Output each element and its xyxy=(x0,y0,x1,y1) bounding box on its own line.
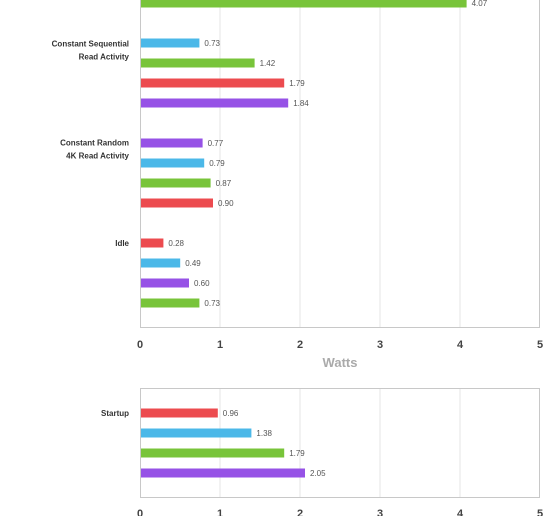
bar xyxy=(141,408,218,418)
x-axis-title: Watts xyxy=(323,355,358,370)
bar xyxy=(141,468,305,478)
data-label: 0.77 xyxy=(208,139,224,148)
category-label: Startup xyxy=(101,409,129,418)
x-tick-label: 1 xyxy=(217,339,223,351)
bar xyxy=(141,178,211,188)
data-label: 0.96 xyxy=(223,409,239,418)
bar xyxy=(141,238,164,248)
data-label: 0.87 xyxy=(216,179,232,188)
data-label: 1.79 xyxy=(289,449,305,458)
x-tick-label: 4 xyxy=(457,508,464,516)
x-tick-label: 5 xyxy=(537,339,543,351)
data-label: 1.79 xyxy=(289,79,305,88)
data-label: 0.28 xyxy=(168,239,184,248)
data-label: 0.73 xyxy=(204,39,220,48)
data-label: 0.49 xyxy=(185,259,201,268)
category-label: Read Activity xyxy=(79,53,130,62)
category-label: Constant Random xyxy=(60,139,129,148)
x-tick-label: 2 xyxy=(297,508,303,516)
x-tick-label: 1 xyxy=(217,508,223,516)
data-label: 2.05 xyxy=(310,469,326,478)
x-tick-label: 0 xyxy=(137,339,143,351)
x-tick-label: 2 xyxy=(297,339,303,351)
data-label: 4.07 xyxy=(472,0,488,8)
data-label: 1.42 xyxy=(260,59,276,68)
bar xyxy=(141,58,255,68)
data-label: 0.79 xyxy=(209,159,225,168)
plot-frame xyxy=(140,388,540,498)
plot-frame xyxy=(140,0,540,328)
x-tick-label: 5 xyxy=(537,508,543,516)
x-tick-label: 0 xyxy=(137,508,143,516)
bar xyxy=(141,198,213,208)
bar xyxy=(141,298,200,308)
data-label: 1.38 xyxy=(256,429,272,438)
category-label: Idle xyxy=(115,239,129,248)
bar xyxy=(141,448,285,458)
bar xyxy=(141,0,467,8)
bar xyxy=(141,138,203,148)
bar xyxy=(141,278,189,288)
data-label: 0.60 xyxy=(194,279,210,288)
category-label: Constant Sequential xyxy=(52,40,129,49)
data-label: 0.90 xyxy=(218,199,234,208)
x-tick-label: 3 xyxy=(377,339,383,351)
data-label: 1.84 xyxy=(293,99,309,108)
bar xyxy=(141,158,205,168)
x-tick-label: 3 xyxy=(377,508,383,516)
bar xyxy=(141,78,285,88)
bar xyxy=(141,38,200,48)
bar xyxy=(141,98,289,108)
bar xyxy=(141,428,252,438)
x-tick-label: 4 xyxy=(457,339,464,351)
data-label: 0.73 xyxy=(204,299,220,308)
category-label: 4K Read Activity xyxy=(66,152,129,161)
bar xyxy=(141,258,181,268)
